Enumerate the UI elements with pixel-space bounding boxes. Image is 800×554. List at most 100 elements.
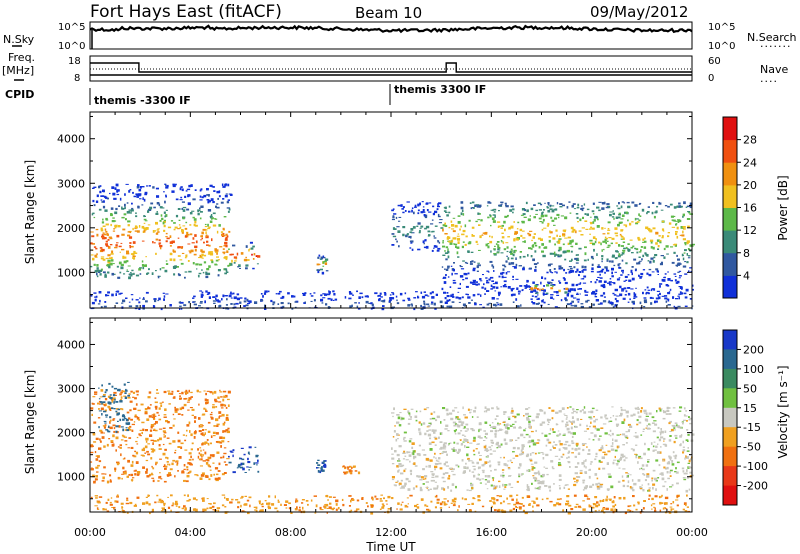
data-cell xyxy=(472,462,475,464)
data-cell xyxy=(571,230,575,233)
data-cell xyxy=(112,192,116,196)
colorbar-swatch xyxy=(723,330,737,350)
data-cell xyxy=(157,299,159,302)
data-cell xyxy=(457,509,459,512)
data-cell xyxy=(500,201,504,204)
data-cell xyxy=(424,475,428,478)
data-cell xyxy=(685,489,689,493)
data-cell xyxy=(197,209,201,211)
data-cell xyxy=(546,473,549,476)
data-cell xyxy=(223,421,226,424)
data-cell xyxy=(96,267,99,270)
data-cell xyxy=(527,232,530,235)
data-cell xyxy=(557,255,561,258)
data-cell xyxy=(122,418,125,421)
data-cell xyxy=(108,425,110,428)
data-cell xyxy=(272,301,276,304)
data-cell xyxy=(585,228,589,230)
data-cell xyxy=(583,430,587,432)
data-cell xyxy=(103,420,107,422)
data-cell xyxy=(188,471,190,474)
data-cell xyxy=(593,416,595,418)
data-cell xyxy=(463,470,466,473)
data-cell xyxy=(691,288,694,291)
data-cell xyxy=(115,244,118,247)
data-cell xyxy=(620,408,623,412)
data-cell xyxy=(547,202,550,205)
data-cell xyxy=(450,294,453,298)
data-cell xyxy=(280,302,284,305)
data-cell xyxy=(198,257,202,259)
data-cell xyxy=(134,503,137,507)
data-cell xyxy=(236,467,239,469)
data-cell xyxy=(382,300,386,303)
data-cell xyxy=(563,235,566,237)
data-cell xyxy=(518,475,521,478)
data-cell xyxy=(563,278,566,281)
data-cell xyxy=(130,253,134,255)
data-cell xyxy=(687,211,690,213)
data-cell xyxy=(181,188,184,192)
data-cell xyxy=(577,301,580,303)
data-cell xyxy=(665,300,668,303)
data-cell xyxy=(419,229,421,233)
data-cell xyxy=(430,303,434,305)
data-cell xyxy=(173,258,176,262)
data-cell xyxy=(207,227,211,230)
data-cell xyxy=(541,481,545,485)
data-cell xyxy=(535,429,537,432)
data-cell xyxy=(487,449,490,451)
data-cell xyxy=(210,391,212,394)
data-cell xyxy=(410,228,414,231)
data-cell xyxy=(507,236,510,238)
data-cell xyxy=(456,235,460,237)
data-cell xyxy=(556,234,558,237)
data-cell xyxy=(652,483,656,486)
data-cell xyxy=(154,299,157,303)
data-cell xyxy=(446,237,449,240)
data-cell xyxy=(374,292,378,295)
data-cell xyxy=(571,422,573,425)
data-cell xyxy=(101,413,103,416)
data-cell xyxy=(658,451,662,454)
data-cell xyxy=(194,420,196,423)
power-colorbar-tick: 8 xyxy=(743,247,750,260)
data-cell xyxy=(95,455,98,457)
data-cell xyxy=(117,276,121,279)
data-cell xyxy=(640,249,642,252)
data-cell xyxy=(551,209,555,213)
data-cell xyxy=(462,260,465,262)
data-cell xyxy=(474,406,477,410)
data-cell xyxy=(516,494,519,496)
data-cell xyxy=(409,460,411,463)
nsky-tick-low: 10^0 xyxy=(58,41,85,52)
data-cell xyxy=(464,224,467,228)
data-cell xyxy=(642,291,644,295)
data-cell xyxy=(181,470,184,473)
data-cell xyxy=(154,405,158,408)
data-cell xyxy=(558,265,562,268)
data-cell xyxy=(457,221,461,224)
data-cell xyxy=(379,498,382,500)
data-cell xyxy=(627,292,631,296)
data-cell xyxy=(165,236,168,238)
data-cell xyxy=(574,304,578,307)
data-cell xyxy=(394,228,397,230)
data-cell xyxy=(669,458,672,461)
data-cell xyxy=(496,406,498,408)
data-cell xyxy=(564,216,568,220)
data-cell xyxy=(205,290,208,293)
data-cell xyxy=(258,500,261,503)
data-cell xyxy=(212,509,216,511)
data-cell xyxy=(541,299,544,303)
data-cell xyxy=(544,246,548,249)
data-cell xyxy=(379,292,382,295)
data-cell xyxy=(684,305,688,307)
data-cell xyxy=(599,499,602,503)
data-cell xyxy=(245,256,247,259)
data-cell xyxy=(569,288,574,291)
data-cell xyxy=(366,296,369,298)
data-cell xyxy=(96,471,99,473)
data-cell xyxy=(674,456,677,460)
